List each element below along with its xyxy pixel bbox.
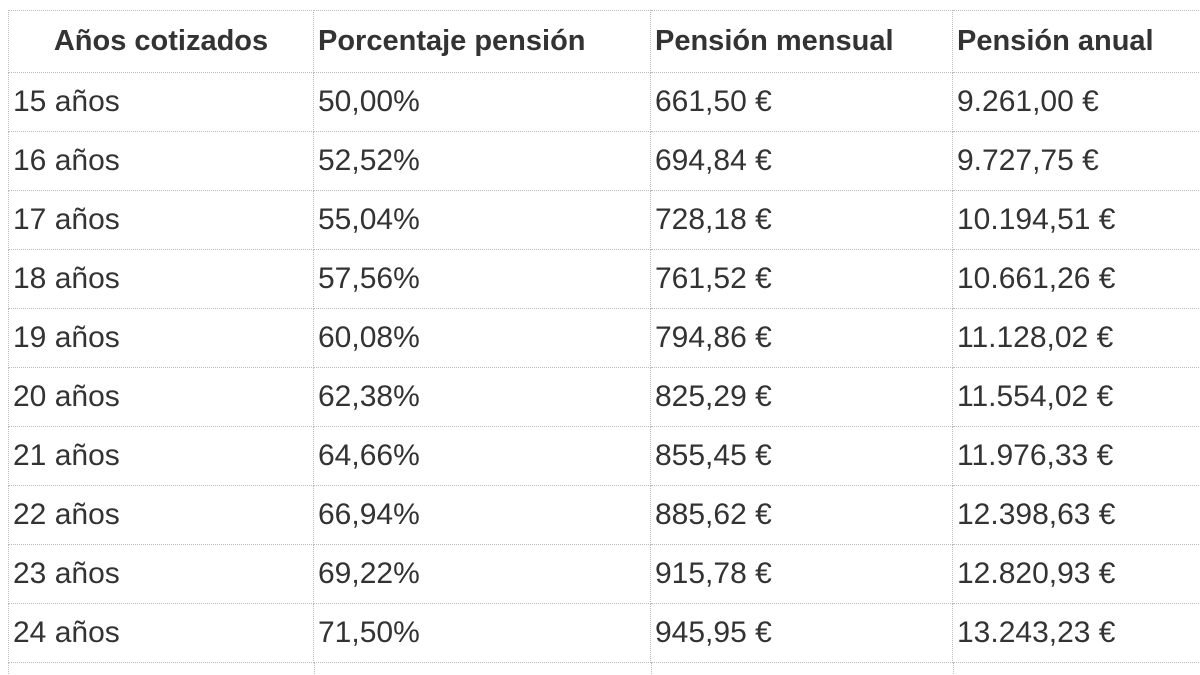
table-cell: 24 años <box>8 603 314 663</box>
table-cell: 694,84 € <box>650 131 953 191</box>
table-cell: 50,00% <box>313 72 651 132</box>
table-cell: 13.243,23 € <box>952 603 1200 663</box>
header-cell: Pensión anual <box>952 10 1200 73</box>
table-cell: 16 años <box>8 131 314 191</box>
table-row: 17 años 55,04% 728,18 €10.194,51 € <box>8 190 1200 250</box>
table-row: 15 años 50,00% 661,50 €9.261,00 € <box>8 72 1200 132</box>
header-row: Años cotizados Porcentaje pensión Pensión … <box>8 10 1200 73</box>
pension-table: Años cotizados Porcentaje pensión Pensión … <box>8 10 1200 663</box>
table-cell: 69,22% <box>313 544 651 604</box>
table-cell: 15 años <box>8 72 314 132</box>
table-cell: 11.976,33 € <box>952 426 1200 486</box>
table-cell: 794,86 € <box>650 308 953 368</box>
table-cell: 9.261,00 € <box>952 72 1200 132</box>
table-cell: 55,04% <box>313 190 651 250</box>
table-cell: 10.661,26 € <box>952 249 1200 309</box>
table-continuation <box>8 662 1200 675</box>
table-cell: 64,66% <box>313 426 651 486</box>
table-head: Años cotizados Porcentaje pensión Pensión … <box>8 10 1200 73</box>
header-cell: Años cotizados <box>8 10 314 73</box>
table-cell: 945,95 € <box>650 603 953 663</box>
header-cell: Porcentaje pensión <box>313 10 651 73</box>
table-cell: 9.727,75 € <box>952 131 1200 191</box>
table-row: 20 años 62,38% 825,29 €11.554,02 € <box>8 367 1200 427</box>
table-cell: 20 años <box>8 367 314 427</box>
column-divider <box>651 662 652 675</box>
table-cell: 11.128,02 € <box>952 308 1200 368</box>
table-cell: 66,94% <box>313 485 651 545</box>
table-cell: 661,50 € <box>650 72 953 132</box>
table-cell: 60,08% <box>313 308 651 368</box>
column-divider <box>314 662 315 675</box>
table-cell: 62,38% <box>313 367 651 427</box>
table-cell: 11.554,02 € <box>952 367 1200 427</box>
table-cell: 18 años <box>8 249 314 309</box>
table-cell: 825,29 € <box>650 367 953 427</box>
table-cell: 52,52% <box>313 131 651 191</box>
table-cell: 57,56% <box>313 249 651 309</box>
table-cell: 12.398,63 € <box>952 485 1200 545</box>
table-row: 22 años 66,94% 885,62 €12.398,63 € <box>8 485 1200 545</box>
table-row: 19 años 60,08% 794,86 €11.128,02 € <box>8 308 1200 368</box>
table-cell: 885,62 € <box>650 485 953 545</box>
table-body: 15 años 50,00% 661,50 €9.261,00 €16 años 52… <box>8 72 1200 663</box>
table-row: 16 años 52,52% 694,84 €9.727,75 € <box>8 131 1200 191</box>
column-divider <box>953 662 954 675</box>
header-cell: Pensión mensual <box>650 10 953 73</box>
table-row: 23 años 69,22% 915,78 €12.820,93 € <box>8 544 1200 604</box>
table-cell: 915,78 € <box>650 544 953 604</box>
table-cell: 728,18 € <box>650 190 953 250</box>
table-cell: 22 años <box>8 485 314 545</box>
table-cell: 10.194,51 € <box>952 190 1200 250</box>
table-cell: 761,52 € <box>650 249 953 309</box>
table-cell: 21 años <box>8 426 314 486</box>
table-cell: 19 años <box>8 308 314 368</box>
table-cell: 23 años <box>8 544 314 604</box>
table-cell: 12.820,93 € <box>952 544 1200 604</box>
table-row: 21 años 64,66% 855,45 €11.976,33 € <box>8 426 1200 486</box>
table-row: 24 años 71,50% 945,95 €13.243,23 € <box>8 603 1200 663</box>
table-cell: 71,50% <box>313 603 651 663</box>
table-cell: 17 años <box>8 190 314 250</box>
table-row: 18 años 57,56% 761,52 €10.661,26 € <box>8 249 1200 309</box>
table-cell: 855,45 € <box>650 426 953 486</box>
